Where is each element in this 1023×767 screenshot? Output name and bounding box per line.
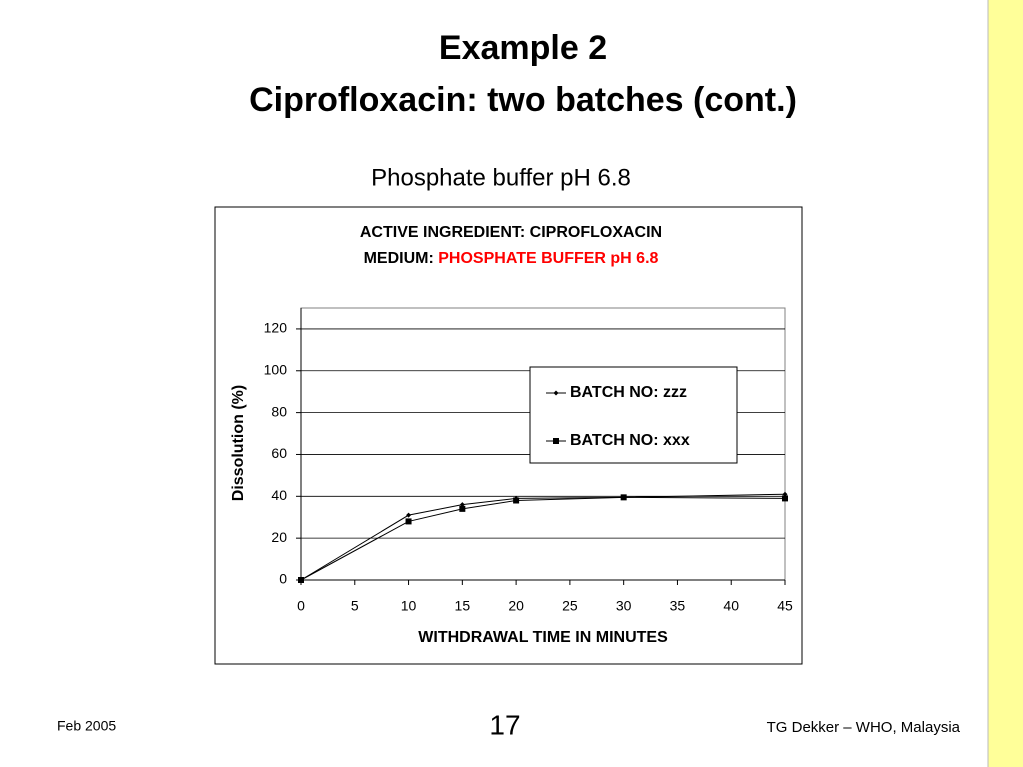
marker (513, 497, 520, 504)
series-line (300, 493, 786, 581)
slide-title: Example 2 (439, 29, 607, 67)
legend-marker (553, 390, 559, 396)
y-tick-label: 80 (271, 403, 287, 419)
x-tick-label: 15 (455, 598, 471, 614)
legend-label: BATCH NO: zzz (570, 384, 687, 401)
slide-title: Ciprofloxacin: two batches (cont.) (249, 81, 797, 119)
legend (529, 366, 738, 464)
marker (298, 577, 304, 583)
slide-subtitle: Phosphate buffer pH 6.8 (371, 164, 631, 191)
side-stripe (988, 0, 1023, 767)
x-tick-label: 20 (508, 598, 524, 614)
marker (782, 495, 788, 502)
chart-title: ACTIVE INGREDIENT: CIPROFLOXACIN (360, 224, 662, 241)
subtitle-value: PHOSPHATE BUFFER pH 6.8 (438, 250, 658, 267)
marker (620, 494, 627, 501)
x-tick-label: 40 (723, 598, 739, 614)
y-tick-label: 100 (264, 361, 288, 377)
legend-label: BATCH NO: xxx (570, 432, 690, 449)
x-tick-label: 0 (297, 598, 305, 614)
x-tick-label: 5 (351, 598, 359, 614)
series-line (300, 496, 786, 581)
x-axis-label: WITHDRAWAL TIME IN MINUTES (418, 629, 668, 646)
y-tick-label: 20 (271, 529, 287, 545)
y-axis-label: Dissolution (%) (230, 385, 247, 501)
footer-date: Feb 2005 (57, 718, 116, 734)
page-number: 17 (489, 709, 520, 740)
marker (405, 518, 412, 525)
x-tick-label: 35 (670, 598, 686, 614)
y-tick-label: 60 (271, 445, 287, 461)
x-tick-label: 30 (616, 598, 632, 614)
footer-author: TG Dekker – WHO, Malaysia (767, 719, 961, 736)
marker (406, 512, 412, 518)
x-tick-label: 25 (562, 598, 578, 614)
legend-marker (553, 438, 559, 444)
x-tick-label: 45 (777, 598, 793, 614)
y-tick-label: 120 (264, 320, 288, 336)
y-tick-label: 0 (279, 571, 287, 587)
marker (459, 505, 466, 512)
subtitle-label: MEDIUM: (364, 250, 434, 267)
chart-subtitle: MEDIUM: PHOSPHATE BUFFER pH 6.8 (364, 250, 659, 267)
x-tick-label: 10 (401, 598, 417, 614)
y-tick-label: 40 (271, 487, 287, 503)
